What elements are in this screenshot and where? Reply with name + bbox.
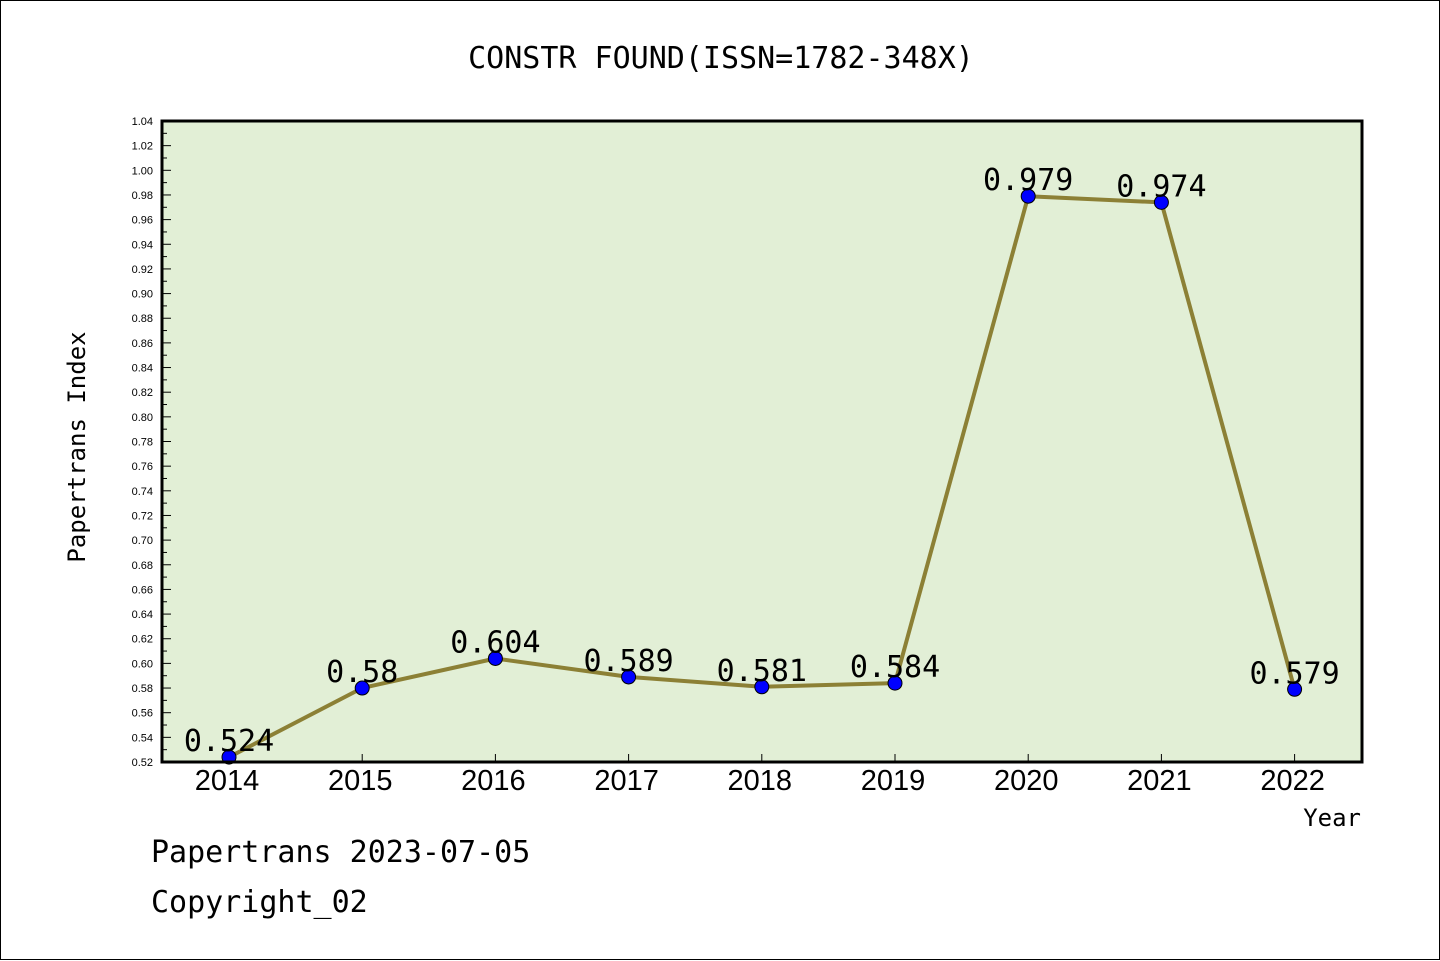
x-tick-label: 2016	[461, 765, 526, 797]
data-points	[221, 188, 1303, 765]
data-label: 0.581	[717, 654, 807, 689]
y-tick-label: 0.68	[132, 560, 153, 572]
y-tick-label: 0.72	[132, 510, 153, 522]
y-axis: 0.52 0.54 0.56 0.58 0.60 0.62 0.64 0.66 0.68 0.70…	[132, 116, 171, 769]
x-tick-label: 2019	[861, 765, 926, 797]
y-tick-label: 1.04	[132, 116, 153, 128]
y-tick-label: 0.84	[132, 363, 153, 375]
data-label: 0.974	[1116, 169, 1206, 204]
data-label: 0.584	[850, 650, 940, 685]
data-label: 0.604	[450, 625, 540, 660]
x-axis: 2014 2015 2016 2017 2018 2019 2020 2021 2022	[195, 754, 1325, 797]
y-tick-label: 0.94	[132, 239, 153, 251]
y-tick-label: 0.52	[132, 757, 153, 769]
data-point	[887, 675, 903, 691]
data-label: 0.579	[1249, 656, 1339, 691]
data-label: 0.524	[184, 724, 274, 759]
data-point	[1153, 194, 1169, 210]
x-tick-label: 2020	[994, 765, 1059, 797]
y-tick-label: 0.66	[132, 584, 153, 596]
data-point	[487, 650, 503, 666]
footer-copyright: Copyright_02	[151, 885, 368, 920]
data-label: 0.589	[583, 644, 673, 679]
y-tick-label: 0.76	[132, 461, 153, 473]
y-tick-label: 1.00	[132, 165, 153, 177]
data-labels: 0.524 0.58 0.604 0.589 0.581 0.584 0.979 0.974 0…	[184, 163, 1340, 759]
y-tick-label: 0.60	[132, 658, 153, 670]
x-tick-label: 2014	[195, 765, 260, 797]
data-point	[754, 679, 770, 695]
plot-area	[162, 121, 1362, 762]
data-point	[1020, 188, 1036, 204]
y-tick-label: 0.82	[132, 387, 153, 399]
x-tick-label: 2022	[1260, 765, 1325, 797]
x-axis-title: Year	[1303, 804, 1361, 832]
x-tick-label: 2018	[728, 765, 793, 797]
y-tick-label: 0.58	[132, 683, 153, 695]
y-tick-label: 0.70	[132, 535, 153, 547]
plot-border	[160, 119, 1364, 764]
y-tick-label: 0.64	[132, 609, 153, 621]
y-tick-label: 0.54	[132, 732, 153, 744]
data-label: 0.979	[983, 163, 1073, 198]
y-tick-label: 0.74	[132, 486, 153, 498]
footer-date: Papertrans 2023-07-05	[151, 835, 531, 870]
y-tick-label: 0.78	[132, 437, 153, 449]
x-tick-label: 2015	[328, 765, 393, 797]
y-tick-label: 0.56	[132, 708, 153, 720]
y-tick-label: 0.98	[132, 190, 153, 202]
y-tick-label: 1.02	[132, 141, 153, 153]
data-point	[1287, 681, 1303, 697]
y-tick-label: 0.88	[132, 313, 153, 325]
data-point	[354, 680, 370, 696]
y-tick-label: 0.62	[132, 634, 153, 646]
data-label: 0.58	[326, 655, 398, 690]
y-tick-label: 0.80	[132, 412, 153, 424]
y-tick-label: 0.90	[132, 289, 153, 301]
data-point	[621, 669, 637, 685]
chart-title: CONSTR FOUND(ISSN=1782-348X)	[468, 41, 974, 76]
y-tick-label: 0.92	[132, 264, 153, 276]
y-tick-label: 0.96	[132, 215, 153, 227]
x-tick-label: 2017	[594, 765, 659, 797]
y-tick-label: 0.86	[132, 338, 153, 350]
x-tick-label: 2021	[1127, 765, 1192, 797]
y-axis-title: Papertrans Index	[63, 331, 91, 562]
